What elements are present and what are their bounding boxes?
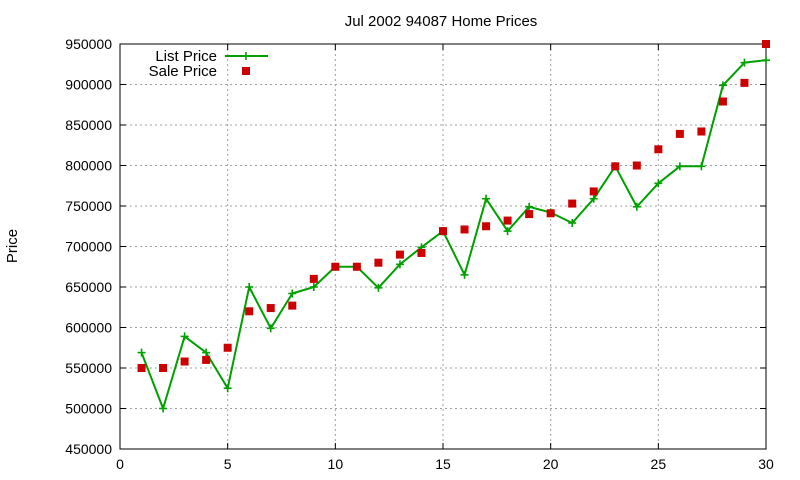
x-tick-label: 0 bbox=[116, 456, 124, 472]
y-tick-label: 500000 bbox=[65, 401, 112, 417]
legend: List Price Sale Price bbox=[149, 48, 268, 80]
sale-price-point bbox=[568, 199, 577, 208]
y-tick-label: 600000 bbox=[65, 320, 112, 336]
sale-price-point bbox=[137, 364, 146, 372]
sale-price-point bbox=[654, 145, 663, 154]
list-price-point bbox=[374, 283, 383, 292]
sale-price-point bbox=[611, 162, 620, 171]
list-price-point bbox=[589, 194, 598, 203]
sale-price-point bbox=[352, 262, 361, 271]
sale-price-point bbox=[159, 364, 168, 372]
y-tick-label: 550000 bbox=[65, 360, 112, 376]
legend-marker-list-price bbox=[242, 52, 250, 60]
x-tick-label: 5 bbox=[224, 456, 232, 472]
series bbox=[137, 40, 770, 413]
x-axis: 0 5 10 15 20 25 30 bbox=[116, 44, 774, 472]
sale-price-point bbox=[288, 301, 297, 310]
sale-price-point bbox=[460, 225, 469, 234]
sale-price-point bbox=[266, 304, 275, 313]
sale-price-point bbox=[202, 355, 211, 364]
sale-price-point bbox=[675, 129, 684, 138]
sale-price-point bbox=[223, 343, 232, 352]
y-tick-label: 950000 bbox=[65, 36, 112, 52]
list-price-point bbox=[568, 219, 577, 228]
list-price-point bbox=[245, 283, 254, 291]
legend-swatches bbox=[225, 52, 268, 75]
list-price-point bbox=[159, 404, 168, 413]
y-axis-label: Price bbox=[4, 229, 21, 263]
sale-price-point bbox=[331, 262, 340, 271]
list-price-point bbox=[503, 227, 512, 236]
list-price-point bbox=[202, 348, 211, 357]
list-price-point bbox=[395, 260, 404, 269]
x-tick-label: 25 bbox=[651, 456, 667, 472]
legend-label-list-price: List Price bbox=[155, 48, 217, 65]
sale-price-point bbox=[697, 127, 706, 136]
sale-price-point bbox=[439, 227, 447, 236]
list-price-point bbox=[632, 202, 641, 211]
sale-price-point bbox=[482, 222, 491, 231]
list-price-point bbox=[718, 81, 727, 90]
y-tick-label: 750000 bbox=[65, 198, 112, 214]
list-price-point bbox=[223, 384, 232, 393]
sale-price-point bbox=[718, 97, 727, 106]
sale-price-point bbox=[740, 78, 749, 87]
list-price-point bbox=[288, 289, 297, 298]
list-price-point bbox=[309, 283, 318, 291]
list-price-point bbox=[762, 56, 770, 65]
sale-price-point bbox=[417, 248, 426, 257]
legend-label-sale-price: Sale Price bbox=[149, 63, 217, 80]
grid bbox=[120, 44, 766, 449]
sale-price-point bbox=[395, 250, 404, 259]
sale-price-point bbox=[525, 210, 534, 219]
y-axis: 450000 500000 550000 600000 650000 700000 7500… bbox=[65, 36, 766, 457]
sale-price-point bbox=[180, 357, 189, 366]
sale-price-point bbox=[309, 274, 318, 283]
sale-price-point bbox=[589, 187, 598, 196]
list-price-line bbox=[140, 59, 767, 410]
x-tick-label: 15 bbox=[435, 456, 451, 472]
list-price-point bbox=[137, 348, 146, 357]
list-price-point bbox=[266, 324, 275, 333]
y-tick-label: 700000 bbox=[65, 239, 112, 255]
sale-price-point bbox=[632, 161, 641, 170]
list-price-point bbox=[460, 270, 469, 279]
chart-title: Jul 2002 94087 Home Prices bbox=[345, 13, 538, 30]
y-tick-label: 450000 bbox=[65, 441, 112, 457]
y-tick-label: 900000 bbox=[65, 77, 112, 93]
x-tick-label: 20 bbox=[543, 456, 559, 472]
y-tick-label: 650000 bbox=[65, 279, 112, 295]
sale-price-point bbox=[503, 216, 512, 225]
sale-price-point bbox=[762, 40, 770, 48]
y-tick-label: 850000 bbox=[65, 117, 112, 133]
list-price-point bbox=[675, 162, 684, 171]
x-tick-label: 30 bbox=[758, 456, 774, 472]
list-price-point bbox=[180, 332, 189, 341]
list-price-point bbox=[654, 179, 663, 188]
legend-swatch-sale-price bbox=[242, 67, 250, 75]
sale-price-point bbox=[374, 258, 383, 267]
list-price-point bbox=[740, 58, 749, 67]
list-price-point bbox=[482, 194, 491, 203]
list-price-point bbox=[697, 162, 706, 171]
list-price-point bbox=[525, 202, 534, 211]
sale-price-point bbox=[546, 209, 555, 218]
sale-price-point bbox=[245, 307, 254, 316]
y-tick-label: 800000 bbox=[65, 158, 112, 174]
x-tick-label: 10 bbox=[328, 456, 344, 472]
